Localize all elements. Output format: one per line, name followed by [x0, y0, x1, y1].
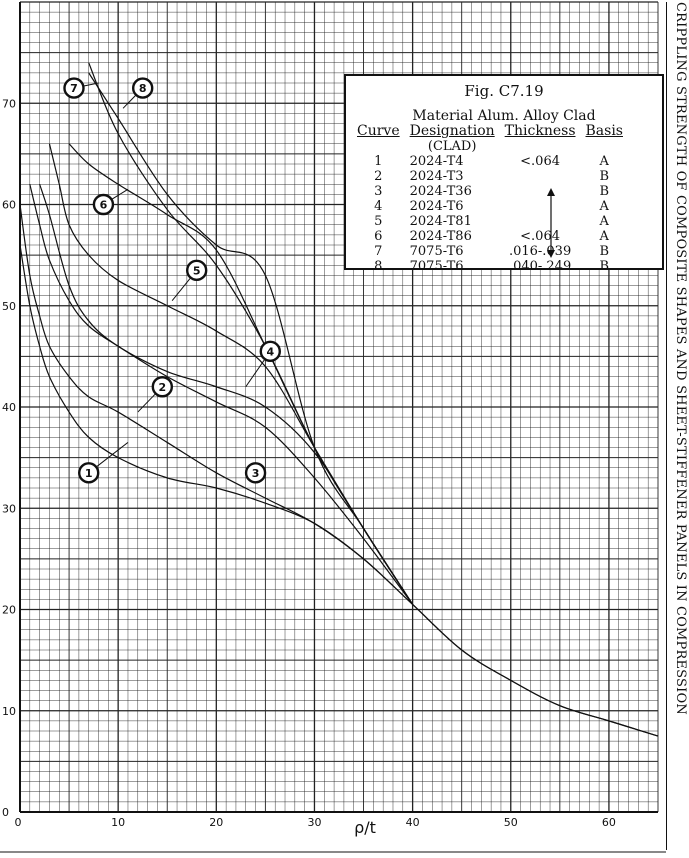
legend-curve: 8 [374, 259, 383, 274]
y-tick-label: 70 [2, 97, 16, 110]
x-tick-label: 10 [111, 816, 125, 829]
legend-designation: 2024-T81 [409, 214, 472, 229]
callout-circle-4 [259, 340, 281, 363]
legend-header-designation: Designation [409, 123, 495, 139]
callout-label-1: 1 [85, 467, 93, 480]
legend-basis: B [599, 169, 610, 184]
callout-label-8: 8 [139, 82, 147, 95]
y-tick-label: 10 [2, 705, 16, 718]
legend-curve: 3 [374, 184, 383, 199]
callout-leader-2 [137, 393, 156, 413]
y-tick-label: 50 [2, 300, 16, 313]
legend-curve: 2 [374, 169, 383, 184]
x-tick-label: 40 [406, 816, 420, 829]
axes [0, 2, 666, 853]
x-axis-label: ρ/t [354, 818, 376, 837]
legend-thickness: <.064 [520, 229, 560, 244]
legend-header-basis: Basis [585, 123, 623, 139]
thickness-arrow [547, 188, 555, 258]
callout-circle-7 [63, 77, 85, 99]
y-tick-label: 30 [2, 502, 16, 515]
legend-table: Curve Designation Thickness Basis (CLAD)… [352, 123, 628, 275]
legend-basis: B [599, 259, 610, 274]
callout-label-4: 4 [266, 345, 274, 358]
legend-row: 5 2024-T81 A [352, 214, 628, 229]
callout-leader-4 [245, 359, 266, 388]
legend-thickness [500, 169, 581, 184]
y-tick-label: 0 [2, 806, 9, 819]
legend-row: 1 2024-T4 <.064 A [352, 154, 628, 169]
legend-basis: A [599, 229, 609, 244]
legend-thickness [500, 184, 581, 199]
legend-row: 8 7075-T6 .040-.249 B [352, 259, 628, 274]
curves [19, 62, 659, 737]
callout-circle-6 [92, 193, 115, 216]
legend-designation: 2024-T4 [409, 154, 464, 169]
curve-2 [19, 204, 659, 737]
y-tick-label: 20 [2, 604, 16, 617]
material-title: Material Alum. Alloy Clad [412, 108, 596, 124]
callout-label-3: 3 [252, 467, 260, 480]
legend-thickness: <.064 [520, 154, 560, 169]
legend-designation: 7075-T6 [409, 259, 464, 274]
legend-designation: 7075-T6 [409, 244, 464, 259]
curve-3 [29, 184, 414, 605]
legend-curve: 4 [374, 199, 383, 214]
legend-clad-note: (CLAD) [427, 139, 477, 154]
legend-thickness [500, 214, 581, 229]
legend-curve: 5 [374, 214, 383, 229]
legend-basis: A [599, 214, 609, 229]
callout-leader-5 [171, 277, 191, 302]
legend-curve: 6 [374, 229, 383, 244]
callout-circle-3 [244, 462, 267, 484]
callout-label-7: 7 [70, 82, 78, 95]
legend-designation: 2024-T86 [409, 229, 472, 244]
legend-row: 2 2024-T3 B [352, 169, 628, 184]
legend-basis: A [599, 154, 609, 169]
legend-curve: 7 [374, 244, 383, 259]
x-tick-label: 60 [602, 816, 616, 829]
callout-circle-2 [151, 376, 174, 398]
callout-leader-7 [83, 82, 99, 87]
x-tick-label: 20 [209, 816, 223, 829]
side-title: CRIPPLING STRENGTH OF COMPOSITE SHAPES A… [666, 2, 688, 850]
legend-row: 6 2024-T86 <.064 A [352, 229, 628, 244]
y-tick-label: 60 [2, 199, 16, 212]
legend-row: 4 2024-T6 A [352, 199, 628, 214]
callout-circle-5 [185, 259, 208, 282]
callout-label-2: 2 [158, 381, 166, 394]
legend-thickness [500, 199, 581, 214]
callout-leader-8 [122, 94, 137, 109]
legend-designation: 2024-T36 [409, 184, 472, 199]
legend-header-thickness: Thickness [504, 123, 576, 139]
figure-title: Fig. C7.19 [464, 82, 544, 100]
legend-thickness: .016-.039 [508, 244, 572, 259]
callout-label-6: 6 [100, 199, 108, 212]
x-tick-label: 0 [15, 816, 22, 829]
callout-leader-1 [96, 442, 129, 468]
callout-circle-1 [78, 462, 100, 484]
legend-designation: 2024-T3 [409, 169, 464, 184]
y-tick-label: 40 [2, 401, 16, 414]
legend-designation: 2024-T6 [409, 199, 464, 214]
legend-box: Fig. C7.19 Material Alum. Alloy Clad Cur… [344, 74, 664, 274]
callouts: 1 2 3 4 5 6 7 8 [63, 77, 281, 484]
legend-thickness: .040-.249 [508, 259, 572, 274]
legend-row: 7 7075-T6 .016-.039 B [352, 244, 628, 259]
legend-basis: B [599, 184, 610, 199]
legend-basis: B [599, 244, 610, 259]
legend-header-curve: Curve [357, 123, 400, 139]
legend-curve: 1 [374, 154, 383, 169]
callout-label-5: 5 [193, 264, 201, 277]
x-tick-label: 50 [504, 816, 518, 829]
legend-row: 3 2024-T36 B [352, 184, 628, 199]
x-tick-label: 30 [307, 816, 321, 829]
tick-labels: 0 10 20 30 40 50 60 0 10 20 30 40 50 60 70 [2, 97, 616, 829]
curve-8 [88, 72, 414, 605]
callout-circle-8 [131, 77, 154, 99]
legend-basis: A [599, 199, 609, 214]
callout-leader-6 [111, 188, 129, 200]
